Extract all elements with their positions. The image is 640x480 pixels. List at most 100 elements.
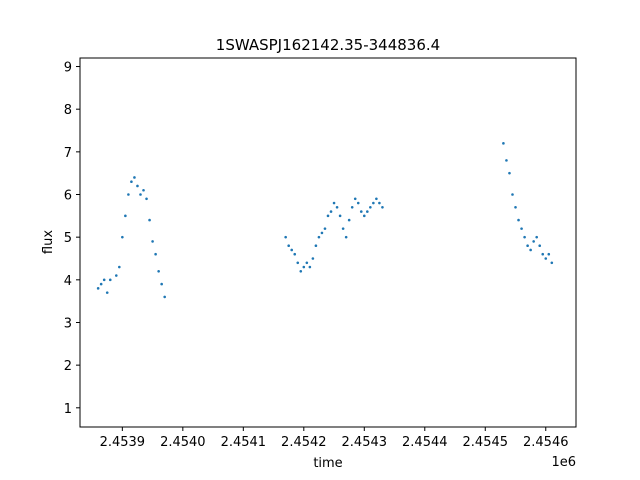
data-point	[378, 201, 381, 205]
data-point	[523, 235, 526, 239]
data-point	[338, 214, 342, 218]
data-point	[160, 282, 163, 286]
data-point	[127, 193, 130, 196]
data-point	[335, 206, 339, 209]
y-axis: 1 2 3 4 5 6 7 8 9	[64, 61, 80, 417]
data-point	[317, 235, 321, 239]
data-point	[151, 240, 154, 243]
data-point	[366, 210, 369, 213]
data-point	[526, 244, 529, 247]
data-point	[547, 252, 551, 256]
x-offset-label: 1e6	[551, 455, 576, 470]
data-point	[148, 218, 151, 222]
data-point	[356, 201, 360, 205]
data-point	[344, 235, 348, 239]
data-point	[139, 193, 142, 196]
data-point	[296, 261, 300, 265]
data-point	[502, 142, 505, 145]
chart-title: 1SWASPJ162142.35-344836.4	[216, 36, 440, 54]
y-tick-label: 8	[64, 103, 72, 118]
y-tick-label: 3	[64, 316, 72, 331]
data-point	[124, 214, 127, 218]
data-point	[323, 227, 327, 230]
data-point	[375, 197, 378, 201]
data-point	[99, 282, 103, 286]
y-tick-label: 4	[64, 274, 72, 289]
x-tick-label: 2.4545	[463, 435, 509, 450]
x-tick-label: 2.4541	[221, 435, 267, 450]
data-point	[372, 201, 375, 205]
data-point	[529, 248, 532, 252]
data-point	[359, 210, 363, 213]
data-point	[541, 252, 545, 256]
data-point	[287, 244, 290, 247]
data-point	[114, 274, 118, 277]
x-tick-label: 2.4546	[523, 435, 569, 450]
data-point	[293, 252, 297, 256]
data-point	[163, 295, 166, 299]
data-point	[311, 257, 315, 260]
data-point	[381, 206, 384, 209]
data-point	[350, 206, 354, 209]
x-tick-label: 2.4543	[342, 435, 388, 450]
y-tick-label: 1	[64, 402, 72, 417]
data-point	[157, 269, 160, 273]
data-point	[347, 218, 351, 222]
data-point	[284, 235, 287, 239]
data-point	[102, 278, 106, 282]
data-point	[517, 218, 520, 222]
data-point	[326, 214, 330, 218]
data-point	[544, 257, 548, 260]
data-point	[532, 240, 535, 243]
data-point	[505, 159, 508, 162]
data-point	[305, 261, 309, 265]
data-point	[538, 244, 542, 247]
data-point	[299, 269, 303, 273]
data-point	[133, 176, 136, 179]
data-point	[130, 180, 133, 184]
data-point	[96, 287, 100, 290]
data-point	[353, 197, 357, 201]
data-point	[136, 184, 139, 188]
data-point	[154, 252, 157, 256]
x-axis-title: time	[313, 456, 342, 471]
data-point	[118, 265, 121, 269]
data-point	[535, 235, 538, 239]
y-tick-label: 5	[64, 231, 72, 246]
data-point	[514, 206, 517, 209]
x-tick-label: 2.4542	[281, 435, 327, 450]
data-point	[108, 278, 112, 282]
data-point	[302, 265, 306, 269]
y-axis-title: flux	[41, 230, 56, 254]
data-point	[121, 235, 124, 239]
data-point	[511, 193, 514, 196]
x-tick-label: 2.4539	[100, 435, 146, 450]
data-point	[320, 231, 324, 235]
data-point	[332, 201, 336, 205]
data-point	[105, 291, 109, 294]
plot-area: 2.4539 2.4540 2.4541 2.4542 2.4543 2.4544 2.45…	[64, 57, 577, 450]
scatter-points	[96, 142, 554, 299]
data-point	[142, 188, 145, 192]
data-point	[508, 171, 511, 175]
data-point	[308, 265, 312, 269]
y-tick-label: 6	[64, 189, 72, 204]
data-point	[550, 261, 554, 265]
x-tick-label: 2.4540	[160, 435, 206, 450]
y-tick-label: 2	[64, 359, 72, 374]
data-point	[290, 248, 294, 252]
plot-frame	[79, 57, 577, 428]
x-axis: 2.4539 2.4540 2.4541 2.4542 2.4543 2.4544 2.45…	[100, 427, 569, 450]
data-point	[369, 206, 372, 209]
data-point	[520, 227, 523, 230]
y-tick-label: 9	[64, 61, 72, 76]
data-point	[314, 244, 318, 247]
data-point	[341, 227, 345, 230]
data-point	[329, 210, 333, 213]
data-point	[362, 214, 366, 218]
y-tick-label: 7	[64, 146, 72, 161]
x-tick-label: 2.4544	[402, 435, 448, 450]
data-point	[145, 197, 148, 201]
